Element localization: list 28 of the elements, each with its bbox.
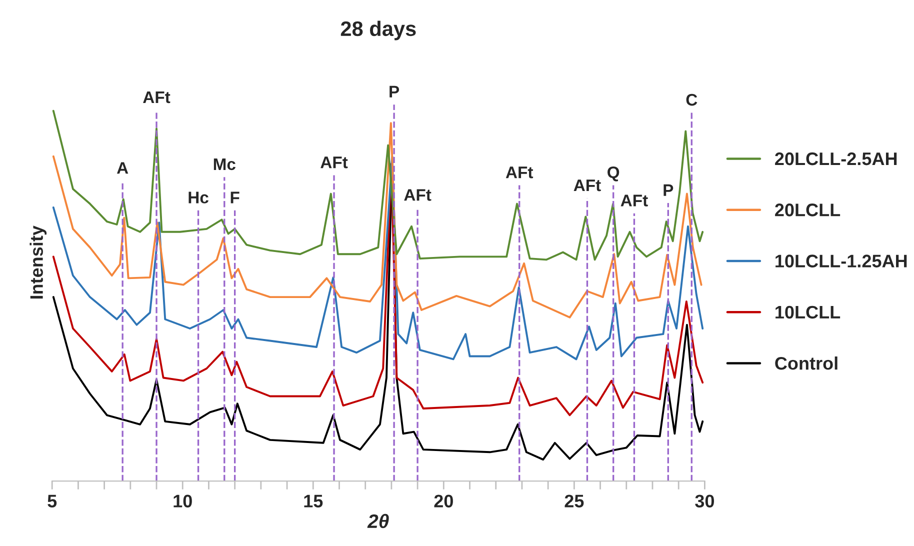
legend-label: 20LCLL-2.5AH [775,152,897,166]
ref-line-label: AFt [620,194,648,206]
ref-line-label: C [686,94,698,106]
x-axis-title: 2θ [367,514,389,528]
ref-line-label: P [390,86,400,98]
ref-line-label: AFt [320,156,348,168]
x-tick-label: 5 [48,494,57,508]
legend-label: 10LCLL [776,306,840,319]
chart-title: 28 days [340,20,416,40]
legend-label: Control [775,356,838,370]
ref-line-label: AFt [506,166,534,178]
x-tick-label: 25 [564,494,584,508]
legend-label: 20LCLL [775,204,840,216]
ref-line-label: AFt [143,91,170,104]
ref-line-label: AFt [574,180,601,192]
ref-line-label: Q [608,166,620,182]
ref-line-label: F [230,192,240,204]
legend-label: 10LCLL-1.25AH [776,254,907,268]
ref-line-label: Hc [188,192,208,204]
ref-line-label: Mc [214,158,236,170]
x-tick-label: 30 [695,494,714,508]
ref-line-label: AFt [404,189,432,201]
x-tick-label: 20 [434,494,453,508]
x-tick-label: 15 [304,494,323,508]
x-tick-label: 10 [174,494,192,508]
ref-line-label: A [116,162,128,174]
ref-line-label: P [664,184,674,196]
y-axis-title: Intensity [30,226,47,299]
